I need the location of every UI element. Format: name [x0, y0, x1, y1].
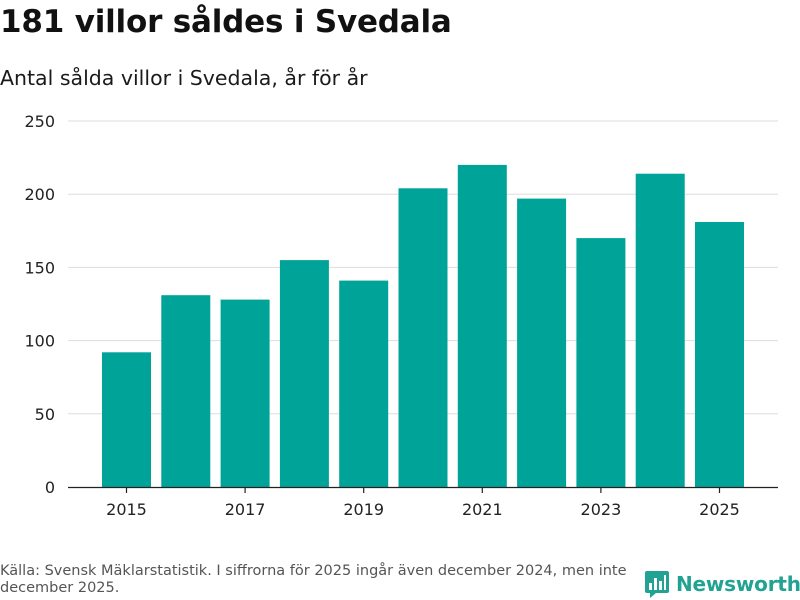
bar-2022	[517, 198, 567, 487]
chart-title: 181 villor såldes i Svedala	[0, 4, 452, 40]
bar-2016	[161, 295, 211, 487]
x-tick-label-2017: 2017	[225, 500, 266, 519]
bar-2025	[695, 222, 744, 487]
bar-2023	[576, 238, 626, 487]
bar-chart: 0 50 100 150 200 250 2015 2017 2019 2021 2023 2025	[24, 112, 778, 519]
chart-subtitle: Antal sålda villor i Svedala, år för år	[0, 66, 368, 90]
y-tick-label-0: 0	[45, 478, 55, 497]
x-tick-label-2019: 2019	[343, 500, 384, 519]
y-tick-label-100: 100	[24, 332, 55, 351]
bar-2018	[279, 260, 329, 487]
x-tick-label-2015: 2015	[106, 500, 147, 519]
bar-2021	[457, 164, 507, 487]
y-tick-label-250: 250	[24, 112, 55, 131]
brand-logo[interactable]: Newsworthy	[644, 568, 800, 600]
newsworthy-logo-icon	[645, 571, 669, 598]
x-axis	[68, 486, 778, 493]
brand-name: Newsworthy	[676, 572, 800, 596]
bar-2020	[398, 188, 448, 488]
y-tick-label-200: 200	[24, 185, 55, 204]
y-axis-tick-labels: 0 50 100 150 200 250	[24, 112, 55, 497]
y-tick-label-150: 150	[24, 258, 55, 277]
y-tick-label-50: 50	[35, 405, 55, 424]
bar-2015	[102, 352, 151, 487]
x-tick-label-2021: 2021	[462, 500, 503, 519]
x-tick-label-2023: 2023	[581, 500, 622, 519]
source-note: Källa: Svensk Mäklarstatistik. I siffror…	[0, 563, 627, 596]
bars	[102, 164, 744, 488]
bar-2019	[339, 280, 389, 487]
bar-2017	[220, 299, 270, 487]
bar-2024	[635, 173, 685, 487]
x-tick-label-2025: 2025	[699, 500, 740, 519]
x-axis-tick-labels: 2015 2017 2019 2021 2023 2025	[106, 500, 740, 519]
